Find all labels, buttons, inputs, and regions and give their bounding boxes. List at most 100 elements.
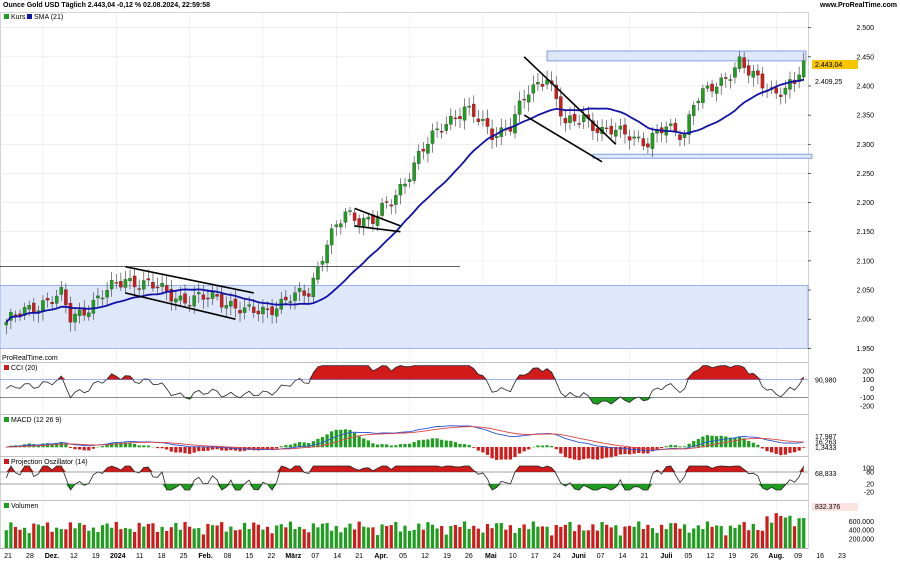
volume-bar: [669, 523, 673, 548]
candle-body: [270, 306, 274, 316]
candle-body: [320, 261, 325, 265]
volume-bar: [559, 526, 563, 548]
volume-bar: [701, 529, 705, 548]
candle-body: [416, 151, 421, 164]
candle-body: [366, 216, 371, 220]
volume-bar: [508, 525, 513, 548]
candle-body: [751, 71, 756, 78]
macd-hist-bar: [275, 447, 279, 449]
macd-hist-bar: [430, 438, 435, 448]
macd-hist-bar: [165, 447, 169, 450]
volume-bar: [517, 527, 522, 548]
volume-bar: [183, 521, 187, 548]
candle-body: [155, 286, 160, 289]
macd-hist-bar: [197, 447, 201, 452]
candle-body: [563, 118, 568, 124]
candle-body: [215, 294, 219, 297]
x-tick-label: Juni: [571, 553, 585, 560]
macd-hist-bar: [352, 432, 357, 448]
macd-hist-bar: [316, 438, 320, 448]
candle-body: [609, 125, 613, 135]
volume-bar: [128, 528, 132, 548]
candle-body: [737, 56, 742, 69]
y-tick-label: 2.000: [856, 317, 874, 324]
macd-hist-bar: [618, 447, 622, 455]
candle-body: [109, 279, 114, 290]
candle-body: [526, 94, 531, 103]
candle-body: [224, 305, 229, 309]
macd-hist-bar: [160, 447, 164, 449]
macd-hist-bar: [210, 447, 215, 450]
macd-hist-bar: [82, 447, 86, 451]
candle-body: [123, 279, 128, 288]
macd-hist-bar: [188, 447, 192, 454]
trend-line: [523, 114, 603, 163]
candle-body: [316, 266, 320, 280]
y-tick-label: 2.250: [856, 171, 874, 178]
cci-pane: CCI (20) 200 100 0 -100 -200 90,980: [0, 365, 874, 411]
candle-body: [96, 295, 100, 299]
candle-body: [641, 138, 646, 147]
macd-hist-bar: [536, 445, 540, 448]
candle-body: [256, 310, 261, 315]
candle-body: [540, 84, 545, 87]
candle-body: [247, 304, 251, 307]
candle-body: [375, 215, 380, 226]
x-tick-label: 21: [4, 553, 12, 560]
volume-bar: [751, 523, 755, 548]
volume-bar: [91, 527, 95, 548]
candle-body: [68, 302, 73, 323]
candle-body: [201, 294, 206, 300]
volume-bar: [747, 530, 751, 548]
x-tick-label: Mai: [485, 553, 497, 560]
x-tick-label: 05: [399, 553, 407, 560]
macd-hist-bar: [50, 443, 54, 448]
proj-last: 68,833: [815, 471, 837, 478]
candle-body: [128, 278, 132, 282]
volume-bar: [646, 524, 650, 548]
macd-hist-bar: [330, 431, 334, 448]
candle-body: [192, 295, 196, 307]
x-tick-label: 10: [509, 553, 517, 560]
volume-bar: [527, 529, 531, 548]
macd-hist-bar: [128, 442, 132, 448]
volume-tick: 200.000: [849, 537, 874, 544]
proj-tick: -20: [864, 490, 874, 497]
macd-hist-bar: [687, 443, 691, 448]
volume-bar: [96, 531, 100, 548]
macd-hist-bar: [485, 447, 490, 455]
volume-bar: [797, 518, 801, 548]
candle-body: [407, 179, 412, 182]
volume-bar: [165, 531, 169, 548]
candle-body: [265, 308, 270, 310]
proj-tick: 20: [866, 482, 874, 489]
macd-hist-bar: [472, 447, 476, 448]
candle-body: [481, 119, 485, 121]
candle-body: [252, 306, 256, 313]
candle-body: [32, 302, 36, 313]
candle-body: [636, 136, 641, 139]
macd-hist-bar: [623, 447, 627, 455]
candle-body: [756, 70, 760, 76]
x-tick-label: 19: [728, 553, 736, 560]
support-zone: [0, 285, 809, 349]
source-link[interactable]: www.ProRealTime.com: [819, 2, 897, 9]
candle-body: [467, 105, 471, 108]
macd-hist-bar: [696, 439, 700, 448]
volume-bar: [426, 522, 430, 548]
macd-hist-bar: [742, 438, 746, 448]
volume-bar: [394, 521, 398, 548]
candle-body: [284, 296, 288, 301]
volume-bar: [572, 531, 577, 548]
candle-body: [27, 305, 31, 310]
proj-tick: 100: [862, 466, 874, 473]
candle-body: [362, 217, 366, 227]
macd-hist-bar: [797, 447, 801, 451]
volume-bar: [105, 523, 109, 548]
candle-body: [100, 297, 105, 300]
macd-hist-bar: [412, 442, 416, 448]
volume-bar: [330, 530, 334, 548]
macd-hist-bar: [398, 444, 403, 448]
x-tick-label: 28: [26, 553, 34, 560]
